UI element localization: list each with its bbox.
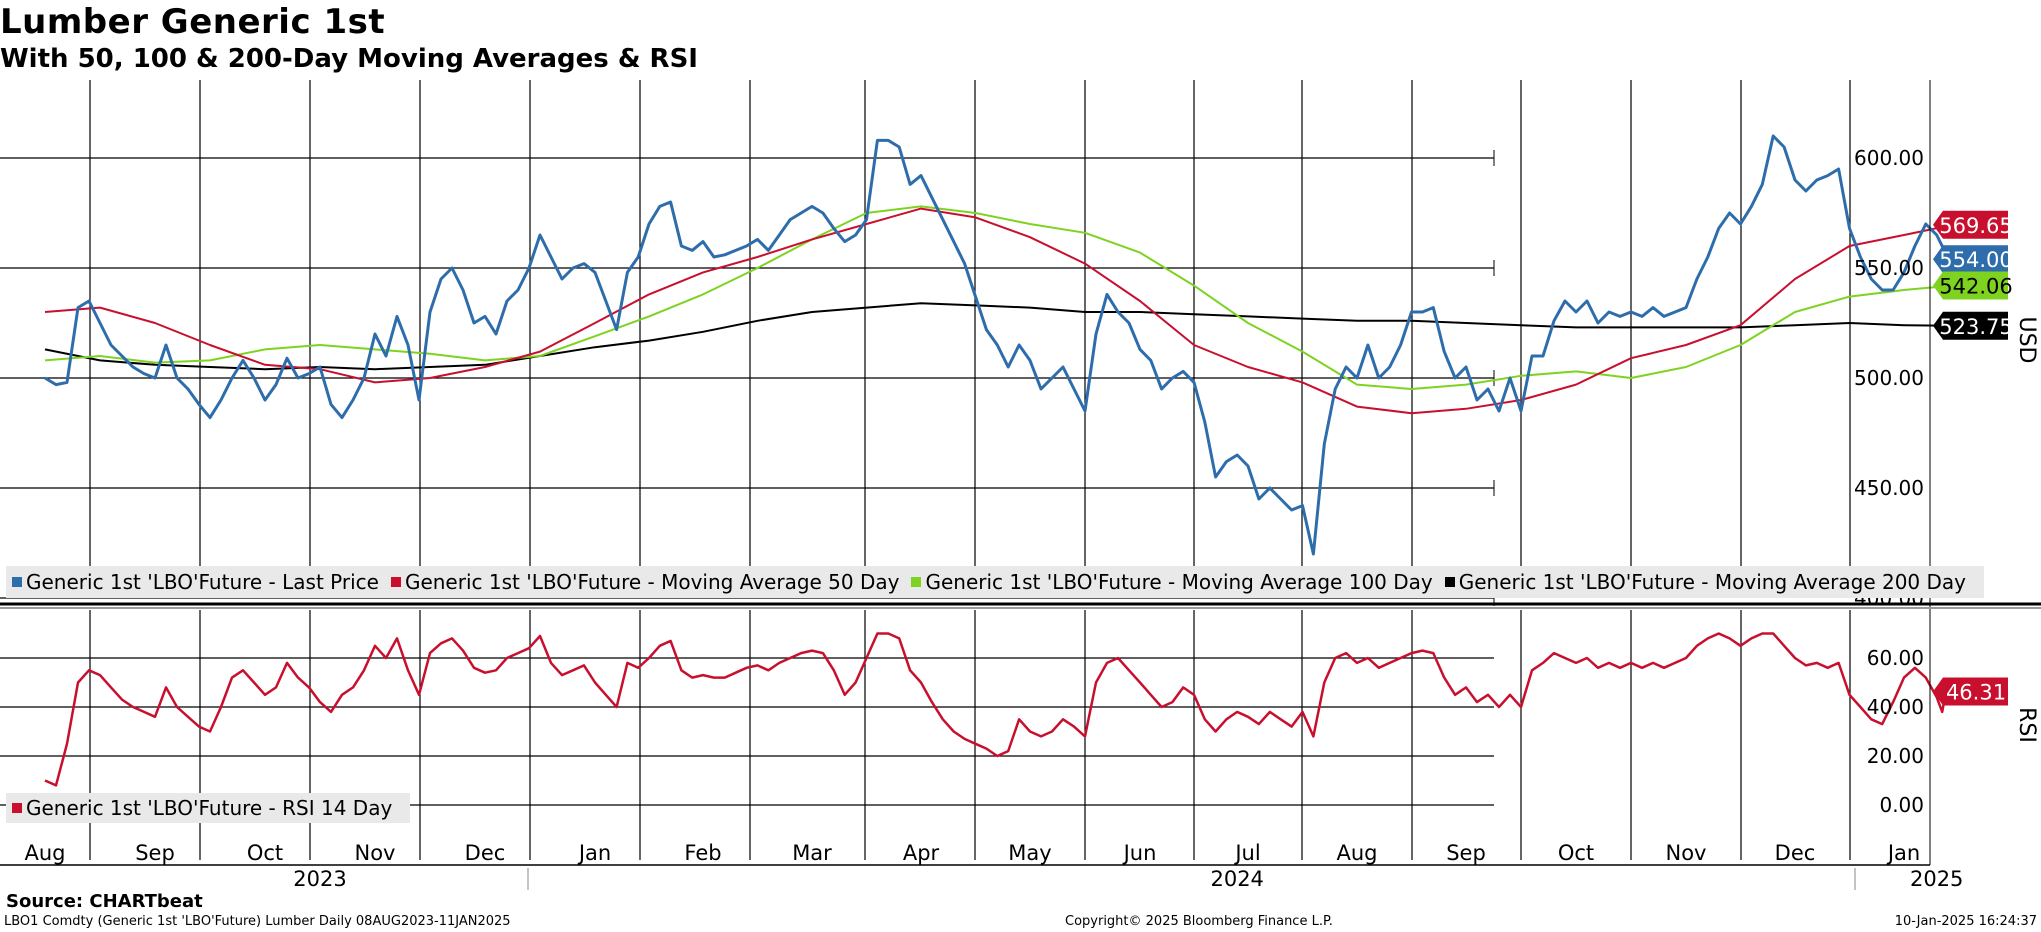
footer-timestamp: 10-Jan-2025 16:24:37: [1894, 914, 2037, 929]
legend-swatch-ma200: [1444, 577, 1455, 587]
month-label-17: Jan: [1886, 841, 1920, 865]
month-label-1: Sep: [135, 841, 175, 865]
legend-swatch-rsi: [12, 803, 22, 813]
month-label-8: Apr: [903, 841, 940, 865]
month-label-14: Oct: [1558, 841, 1594, 865]
last-value-tag-ma200-main: [1933, 311, 2008, 340]
year-label-1: 2024: [1210, 867, 1263, 891]
month-label-16: Dec: [1775, 841, 1816, 865]
legend-swatch-ma50: [390, 577, 401, 587]
legend-item-ma100: Generic 1st 'LBO'Future - Moving Average…: [911, 570, 1433, 594]
last-value-tag-ma100-main: [1933, 271, 2008, 300]
ytick-rsi-0: 60.00: [1867, 646, 1924, 670]
series-rsi-line: [44, 632, 1955, 787]
y-axis-title-main: USD: [2014, 316, 2039, 363]
month-label-11: Jul: [1233, 841, 1260, 865]
last-value-label-rsi: 46.31: [1946, 681, 2006, 705]
month-label-2: Oct: [247, 841, 283, 865]
series-ma100-line: [44, 205, 1954, 390]
footer-copyright: Copyright© 2025 Bloomberg Finance L.P.: [1065, 914, 1333, 929]
ytick-main-2: 500.00: [1854, 366, 1924, 390]
ytick-rsi-2: 20.00: [1867, 744, 1924, 768]
month-label-13: Sep: [1446, 841, 1486, 865]
month-label-4: Dec: [465, 841, 506, 865]
last-value-label-price: 554.00: [1939, 248, 2012, 272]
legend-item-price: Generic 1st 'LBO'Future - Last Price: [12, 570, 379, 594]
footer-left: LBO1 Comdty (Generic 1st 'LBO'Future) Lu…: [4, 914, 511, 929]
last-value-label-ma200: 523.75: [1939, 315, 2012, 339]
legend-label-rsi: Generic 1st 'LBO'Future - RSI 14 Day: [26, 796, 393, 820]
legend-swatch-ma100: [911, 577, 922, 587]
label-layer: 600.00550.00500.00450.00400.0060.0040.00…: [24, 146, 2039, 891]
last-value-label-ma100: 542.06: [1939, 274, 2012, 298]
ytick-main-0: 600.00: [1854, 146, 1924, 170]
month-label-9: May: [1008, 841, 1051, 865]
month-label-15: Nov: [1666, 841, 1707, 865]
legend-main: Generic 1st 'LBO'Future - Last Price Gene…: [6, 566, 1985, 598]
year-label-2: 2025: [1910, 867, 1963, 891]
month-label-12: Aug: [1336, 841, 1377, 865]
last-value-tag-rsi-rsi: [1933, 677, 2008, 706]
month-label-5: Jan: [577, 841, 611, 865]
legend-item-rsi: Generic 1st 'LBO'Future - RSI 14 Day: [12, 796, 392, 820]
month-label-3: Nov: [355, 841, 396, 865]
grid-layer: [0, 80, 1851, 860]
month-label-6: Feb: [684, 841, 721, 865]
chart-title: Lumber Generic 1st: [0, 2, 386, 42]
legend-label-price: Generic 1st 'LBO'Future - Last Price: [26, 570, 379, 594]
ytick-rsi-1: 40.00: [1867, 695, 1924, 719]
last-value-tag-ma50-main: [1933, 210, 2008, 239]
y-axis-title-rsi: RSI: [2014, 707, 2039, 743]
ytick-rsi-3: 0.00: [1879, 793, 1924, 817]
legend-rsi: Generic 1st 'LBO'Future - RSI 14 Day: [6, 793, 411, 823]
month-label-10: Jun: [1122, 841, 1157, 865]
legend-item-ma200: Generic 1st 'LBO'Future - Moving Average…: [1444, 570, 1967, 594]
month-label-7: Mar: [792, 841, 832, 865]
legend-label-ma100: Generic 1st 'LBO'Future - Moving Average…: [925, 570, 1433, 594]
legend-label-ma50: Generic 1st 'LBO'Future - Moving Average…: [404, 570, 900, 594]
series-ma50-line: [44, 207, 1954, 415]
last-value-label-ma50: 569.65: [1939, 214, 2012, 238]
series-ma200-line: [44, 302, 1954, 371]
year-label-0: 2023: [293, 867, 346, 891]
ytick-main-3: 450.00: [1854, 476, 1924, 500]
month-label-0: Aug: [24, 841, 65, 865]
last-value-tag-price-main: [1933, 245, 2008, 274]
source-note: Source: CHARTbeat: [6, 891, 203, 912]
ytick-main-1: 550.00: [1854, 256, 1924, 280]
chart-subtitle: With 50, 100 & 200-Day Moving Averages &…: [0, 44, 698, 74]
legend-item-ma50: Generic 1st 'LBO'Future - Moving Average…: [390, 570, 900, 594]
legend-swatch-price: [12, 577, 22, 587]
series-layer: [44, 134, 1955, 787]
axis-layer: [0, 80, 2041, 890]
legend-label-ma200: Generic 1st 'LBO'Future - Moving Average…: [1458, 570, 1967, 594]
series-price-line: [44, 134, 1954, 556]
